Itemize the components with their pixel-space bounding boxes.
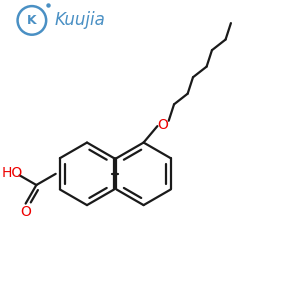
Text: HO: HO	[2, 166, 23, 180]
Text: O: O	[20, 205, 31, 219]
Text: O: O	[157, 118, 168, 132]
Text: K: K	[27, 14, 37, 27]
Text: Kuujia: Kuujia	[54, 11, 105, 29]
